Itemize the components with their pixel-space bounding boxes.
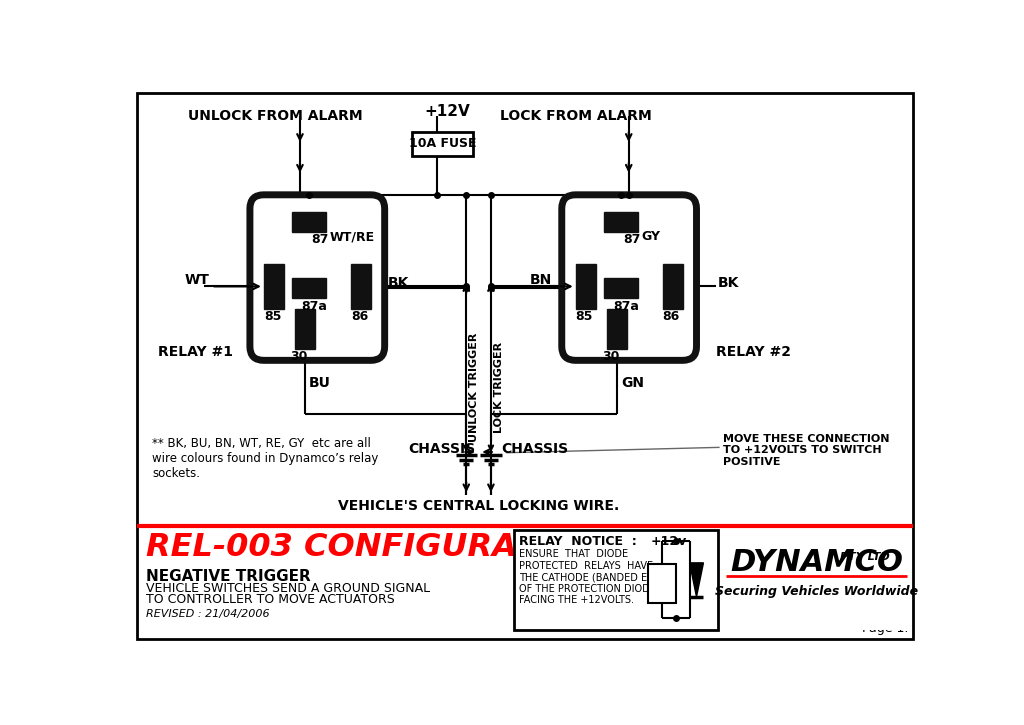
FancyBboxPatch shape bbox=[562, 195, 696, 360]
Text: REVISED : 21/04/2006: REVISED : 21/04/2006 bbox=[146, 609, 269, 619]
Text: WT/RE: WT/RE bbox=[330, 231, 375, 243]
Bar bbox=[351, 264, 371, 309]
Text: CHASSIS: CHASSIS bbox=[409, 442, 476, 456]
Text: Page 1.: Page 1. bbox=[862, 622, 908, 635]
Bar bbox=[607, 309, 628, 349]
Text: 87: 87 bbox=[311, 233, 329, 247]
Text: 85: 85 bbox=[575, 310, 593, 323]
Text: BU: BU bbox=[309, 376, 331, 390]
Text: UNLOCK TRIGGER: UNLOCK TRIGGER bbox=[469, 333, 479, 442]
Text: MOVE THESE CONNECTION
TO +12VOLTS TO SWITCH
POSITIVE: MOVE THESE CONNECTION TO +12VOLTS TO SWI… bbox=[724, 434, 890, 467]
Text: +12V: +12V bbox=[425, 104, 470, 119]
Text: VEHICLE SWITCHES SEND A GROUND SIGNAL: VEHICLE SWITCHES SEND A GROUND SIGNAL bbox=[146, 582, 430, 595]
Text: 30: 30 bbox=[602, 350, 620, 363]
Text: RELAY #1: RELAY #1 bbox=[158, 345, 232, 359]
Text: UNLOCK FROM ALARM: UNLOCK FROM ALARM bbox=[188, 109, 362, 123]
Bar bbox=[514, 530, 718, 630]
Bar bbox=[604, 278, 638, 298]
Text: BK: BK bbox=[388, 276, 410, 290]
Bar bbox=[295, 309, 315, 349]
Text: 87a: 87a bbox=[613, 299, 639, 312]
Text: 86: 86 bbox=[351, 310, 368, 323]
Text: BN: BN bbox=[529, 273, 552, 287]
Bar bbox=[264, 264, 284, 309]
Text: ENSURE  THAT  DIODE
PROTECTED  RELAYS  HAVE
THE CATHODE (BANDED END)
OF THE PROT: ENSURE THAT DIODE PROTECTED RELAYS HAVE … bbox=[518, 549, 666, 605]
Text: RELAY #2: RELAY #2 bbox=[716, 345, 791, 359]
Text: 86: 86 bbox=[663, 310, 680, 323]
Bar bbox=[663, 264, 683, 309]
Bar bbox=[604, 212, 638, 232]
Text: 87: 87 bbox=[624, 233, 641, 247]
Text: VEHICLE'S CENTRAL LOCKING WIRE.: VEHICLE'S CENTRAL LOCKING WIRE. bbox=[338, 499, 620, 513]
Text: TO CONTROLLER TO MOVE ACTUATORS: TO CONTROLLER TO MOVE ACTUATORS bbox=[146, 593, 394, 606]
Text: REL-003 CONFIGURATIONS: REL-003 CONFIGURATIONS bbox=[146, 532, 625, 563]
Text: NEGATIVE TRIGGER: NEGATIVE TRIGGER bbox=[146, 569, 310, 584]
Polygon shape bbox=[689, 563, 703, 597]
Text: LOCK TRIGGER: LOCK TRIGGER bbox=[494, 341, 504, 433]
FancyBboxPatch shape bbox=[250, 195, 385, 360]
Bar bbox=[722, 530, 911, 630]
Text: LOCK FROM ALARM: LOCK FROM ALARM bbox=[500, 109, 652, 123]
Bar bbox=[292, 212, 326, 232]
Bar bbox=[412, 132, 473, 157]
Text: Securing Vehicles Worldwide: Securing Vehicles Worldwide bbox=[715, 585, 919, 598]
Bar bbox=[648, 564, 676, 603]
Text: WT: WT bbox=[184, 273, 209, 287]
Text: 87a: 87a bbox=[301, 299, 328, 312]
Text: RELAY  NOTICE  :: RELAY NOTICE : bbox=[518, 535, 636, 548]
Text: DYNAMCO: DYNAMCO bbox=[730, 547, 903, 576]
Text: +12v: +12v bbox=[651, 535, 687, 548]
Text: 30: 30 bbox=[290, 350, 307, 363]
Text: ** BK, BU, BN, WT, RE, GY  etc are all
wire colours found in Dynamco’s relay
soc: ** BK, BU, BN, WT, RE, GY etc are all wi… bbox=[153, 437, 379, 481]
Bar bbox=[575, 264, 596, 309]
Text: BK: BK bbox=[717, 276, 738, 290]
Text: GN: GN bbox=[621, 376, 644, 390]
Text: CHASSIS: CHASSIS bbox=[502, 442, 568, 456]
Text: 10A FUSE: 10A FUSE bbox=[409, 138, 476, 151]
Bar bbox=[292, 278, 326, 298]
Text: 85: 85 bbox=[264, 310, 282, 323]
Text: PTY LTD: PTY LTD bbox=[840, 552, 890, 562]
Text: GY: GY bbox=[641, 231, 660, 243]
